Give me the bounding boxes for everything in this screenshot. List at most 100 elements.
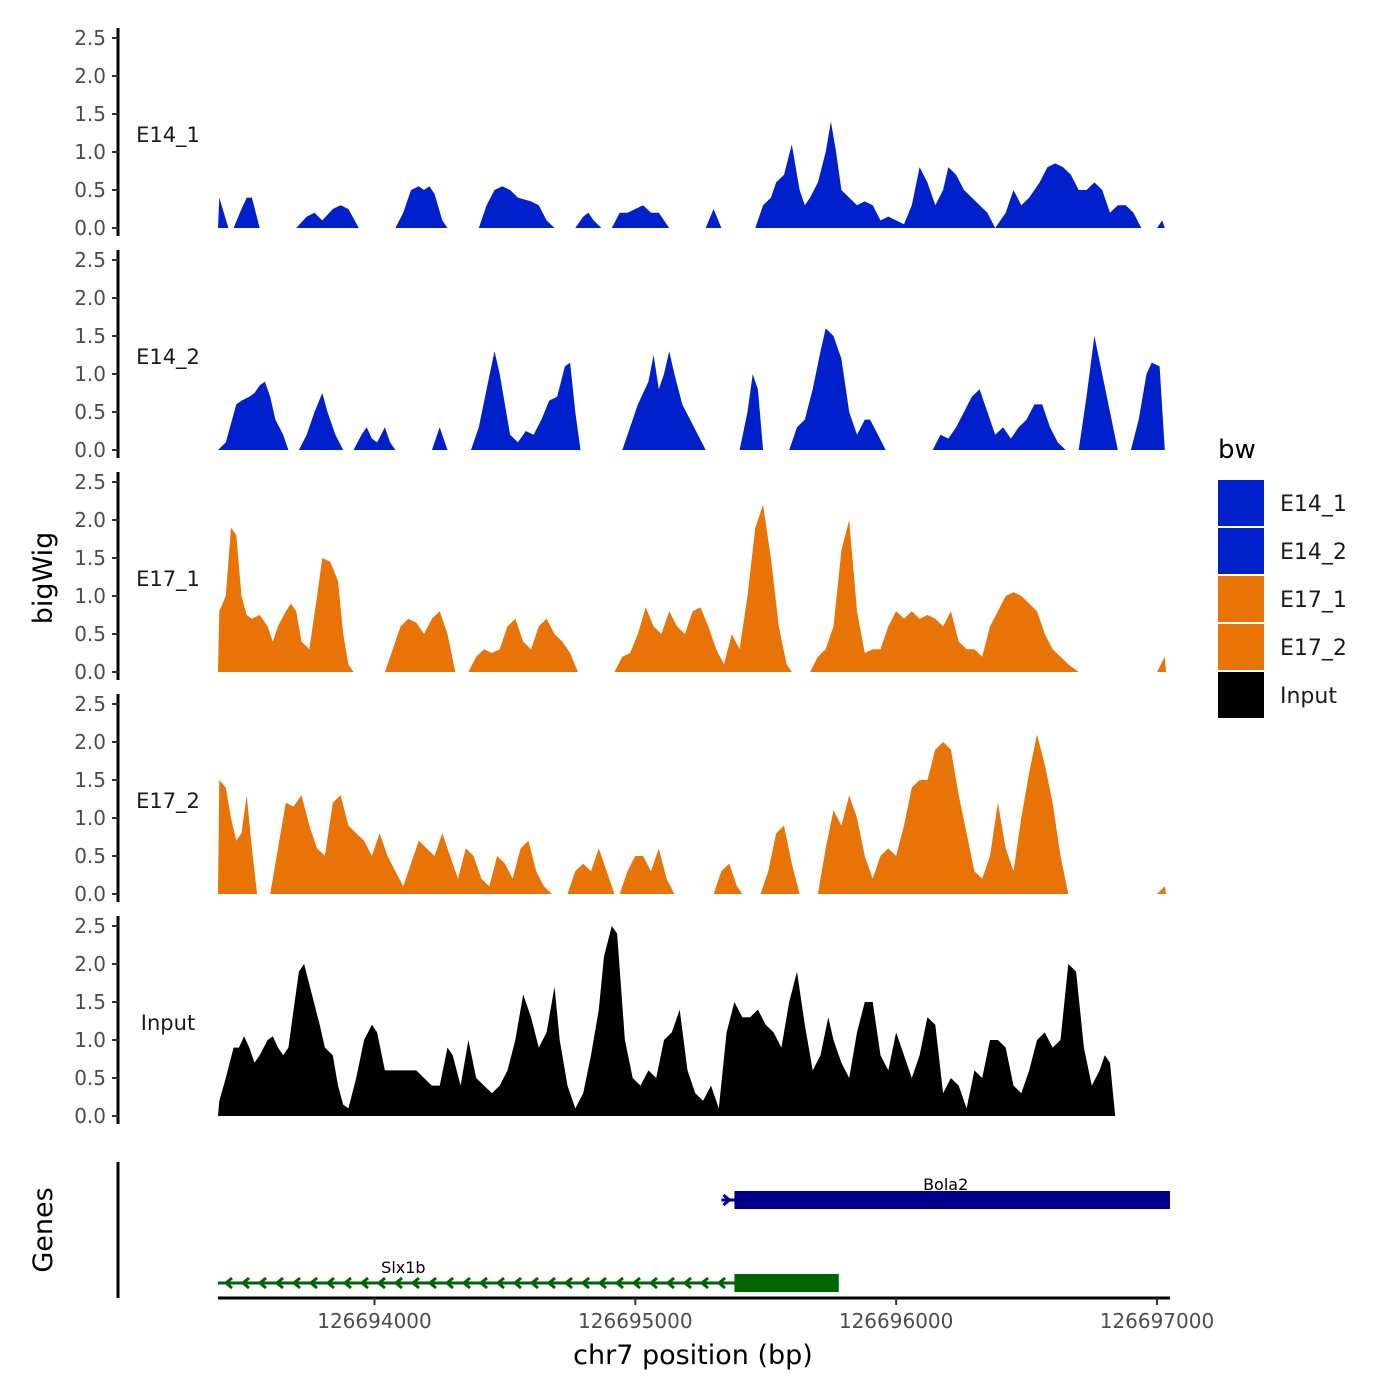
- strand-arrow: [308, 1276, 318, 1290]
- genes-axis-title: Genes: [28, 1187, 59, 1272]
- strand-arrow: [257, 1276, 267, 1290]
- gene-slx1b: Slx1b: [218, 1258, 839, 1292]
- signal-area-e17_2: [218, 734, 1167, 894]
- y-tick-label: 2.0: [74, 730, 106, 754]
- y-tick-label: 0.0: [74, 216, 106, 240]
- track-label: E17_1: [136, 567, 200, 592]
- strand-arrow: [240, 1276, 250, 1290]
- strand-arrow: [495, 1276, 505, 1290]
- strand-arrow: [563, 1276, 573, 1290]
- y-axis-title: bigWig: [28, 532, 59, 625]
- strand-arrow: [665, 1276, 675, 1290]
- x-axis-title: chr7 position (bp): [573, 1340, 813, 1371]
- strand-arrow: [359, 1276, 369, 1290]
- legend: bw E14_1 E14_2 E17_1 E17_2 Input: [1218, 435, 1347, 718]
- x-tick-label: 126696000: [839, 1309, 954, 1333]
- strand-arrow: [580, 1276, 590, 1290]
- track-label: E17_2: [136, 789, 200, 814]
- strand-arrow: [512, 1276, 522, 1290]
- y-tick-label: 2.0: [74, 508, 106, 532]
- y-tick-label: 1.5: [74, 768, 106, 792]
- strand-arrow: [274, 1276, 284, 1290]
- y-tick-label: 0.0: [74, 660, 106, 684]
- y-tick-label: 0.0: [74, 438, 106, 462]
- gene-bola2: Bola2: [721, 1175, 1170, 1209]
- track-label: Input: [141, 1011, 195, 1035]
- bigwig-tracks: 0.0 0.5 1.0 1.5 2.0 2.5 E14_1 0.0 0.5 1.0 1.5 2.0 2.…: [74, 26, 1167, 1128]
- gene-track: Bola2 Slx1b: [116, 1162, 1170, 1298]
- x-tick-label: 126695000: [578, 1309, 693, 1333]
- y-tick-label: 1.0: [74, 362, 106, 386]
- signal-area-input: [218, 926, 1116, 1116]
- strand-arrow: [223, 1276, 233, 1290]
- strand-arrow: [631, 1276, 641, 1290]
- y-tick-label: 0.5: [74, 622, 106, 646]
- x-axis: 126694000 126695000 126696000 126697000: [218, 1296, 1215, 1333]
- strand-arrow: [325, 1276, 335, 1290]
- strand-arrow: [461, 1276, 471, 1290]
- signal-area-e14_1: [218, 121, 1165, 228]
- y-tick-label: 2.0: [74, 952, 106, 976]
- signal-area-e14_2: [218, 328, 1165, 450]
- x-tick-label: 126697000: [1100, 1309, 1215, 1333]
- strand-arrow: [716, 1276, 726, 1290]
- strand-arrow: [722, 1193, 732, 1207]
- track-panel-e17_2: 0.0 0.5 1.0 1.5 2.0 2.5 E17_2: [74, 692, 1167, 906]
- legend-label: E17_1: [1280, 588, 1347, 613]
- y-tick-label: 1.0: [74, 584, 106, 608]
- x-tick-label: 126694000: [317, 1309, 432, 1333]
- legend-swatch: [1218, 528, 1264, 574]
- y-tick-label: 1.0: [74, 140, 106, 164]
- y-tick-label: 0.0: [74, 1104, 106, 1128]
- y-tick-label: 2.5: [74, 470, 106, 494]
- y-tick-label: 1.5: [74, 990, 106, 1014]
- gene-label: Slx1b: [381, 1258, 425, 1277]
- track-label: E14_2: [136, 345, 200, 370]
- strand-arrow: [478, 1276, 488, 1290]
- strand-arrow: [529, 1276, 539, 1290]
- signal-area-e17_1: [218, 504, 1167, 672]
- y-tick-label: 2.5: [74, 248, 106, 272]
- y-tick-label: 1.5: [74, 324, 106, 348]
- strand-arrow: [376, 1276, 386, 1290]
- y-tick-label: 1.5: [74, 546, 106, 570]
- strand-arrow: [342, 1276, 352, 1290]
- y-tick-label: 0.5: [74, 1066, 106, 1090]
- strand-arrow: [614, 1276, 624, 1290]
- legend-label: Input: [1280, 684, 1337, 709]
- strand-arrow: [427, 1276, 437, 1290]
- strand-arrow: [291, 1276, 301, 1290]
- strand-arrow: [546, 1276, 556, 1290]
- y-tick-label: 1.5: [74, 102, 106, 126]
- legend-swatch: [1218, 672, 1264, 718]
- strand-arrow: [682, 1276, 692, 1290]
- legend-title: bw: [1218, 435, 1256, 465]
- y-tick-label: 2.5: [74, 26, 106, 50]
- y-tick-label: 1.0: [74, 806, 106, 830]
- y-tick-label: 2.5: [74, 692, 106, 716]
- track-label: E14_1: [136, 123, 200, 148]
- y-tick-label: 0.5: [74, 400, 106, 424]
- y-tick-label: 1.0: [74, 1028, 106, 1052]
- track-panel-e14_1: 0.0 0.5 1.0 1.5 2.0 2.5 E14_1: [74, 26, 1165, 240]
- track-panel-input: 0.0 0.5 1.0 1.5 2.0 2.5 Input: [74, 914, 1116, 1128]
- gene-exon: [734, 1274, 839, 1292]
- strand-arrow: [393, 1276, 403, 1290]
- legend-label: E14_1: [1280, 492, 1347, 517]
- y-tick-label: 2.0: [74, 64, 106, 88]
- y-tick-label: 2.5: [74, 914, 106, 938]
- legend-swatch: [1218, 480, 1264, 526]
- legend-swatch: [1218, 624, 1264, 670]
- strand-arrow: [597, 1276, 607, 1290]
- y-tick-label: 0.0: [74, 882, 106, 906]
- gene-exon: [734, 1191, 1170, 1209]
- strand-arrow: [444, 1276, 454, 1290]
- y-tick-label: 2.0: [74, 286, 106, 310]
- strand-arrow: [699, 1276, 709, 1290]
- strand-arrow: [410, 1276, 420, 1290]
- y-tick-label: 0.5: [74, 178, 106, 202]
- legend-label: E14_2: [1280, 540, 1347, 565]
- gene-label: Bola2: [923, 1175, 968, 1194]
- strand-arrow: [648, 1276, 658, 1290]
